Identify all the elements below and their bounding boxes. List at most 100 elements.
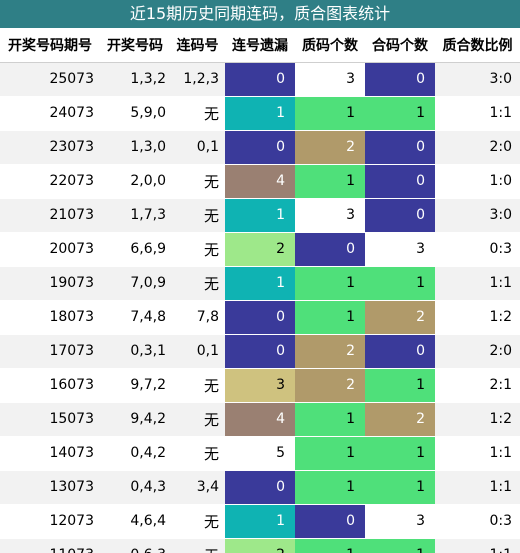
cell-period: 15073: [0, 401, 100, 436]
cell-link: 3,4: [170, 469, 225, 504]
cell-period: 23073: [0, 129, 100, 164]
cell-prime: 3: [295, 61, 365, 96]
cell-ratio: 1:1: [435, 469, 520, 504]
cell-link: 7,8: [170, 299, 225, 334]
cell-miss: 2: [225, 231, 295, 266]
cell-link: 无: [170, 367, 225, 402]
cell-miss: 1: [225, 95, 295, 130]
cell-miss: 5: [225, 435, 295, 470]
cell-link: 无: [170, 401, 225, 436]
cell-period: 22073: [0, 163, 100, 198]
cell-ratio: 1:0: [435, 163, 520, 198]
cell-link: 1,2,3: [170, 61, 225, 96]
cell-prize: 1,7,3: [100, 197, 170, 232]
table-row: 18073 7,4,8 7,8 0 1 2 1:2: [0, 299, 520, 334]
cell-prime: 1: [295, 435, 365, 470]
cell-composite: 1: [365, 95, 435, 130]
table-row: 17073 0,3,1 0,1 0 2 0 2:0: [0, 333, 520, 368]
cell-prize: 6,6,9: [100, 231, 170, 266]
table-row: 22073 2,0,0 无 4 1 0 1:0: [0, 163, 520, 198]
cell-ratio: 3:0: [435, 61, 520, 96]
cell-prime: 1: [295, 95, 365, 130]
cell-ratio: 2:1: [435, 367, 520, 402]
cell-miss: 3: [225, 367, 295, 402]
cell-link: 无: [170, 197, 225, 232]
cell-period: 21073: [0, 197, 100, 232]
cell-ratio: 3:0: [435, 197, 520, 232]
cell-link: 无: [170, 231, 225, 266]
cell-composite: 2: [365, 401, 435, 436]
header-prize: 开奖号码: [100, 28, 170, 63]
cell-prime: 2: [295, 367, 365, 402]
cell-period: 19073: [0, 265, 100, 300]
cell-composite: 3: [365, 503, 435, 538]
cell-prime: 2: [295, 333, 365, 368]
cell-prime: 1: [295, 401, 365, 436]
table-row: 19073 7,0,9 无 1 1 1 1:1: [0, 265, 520, 300]
header-prime: 质码个数: [295, 28, 365, 63]
cell-prize: 7,4,8: [100, 299, 170, 334]
cell-ratio: 1:2: [435, 401, 520, 436]
table-row: 13073 0,4,3 3,4 0 1 1 1:1: [0, 469, 520, 504]
cell-miss: 2: [225, 537, 295, 553]
cell-link: 无: [170, 163, 225, 198]
cell-prime: 3: [295, 197, 365, 232]
cell-prime: 0: [295, 231, 365, 266]
cell-composite: 0: [365, 129, 435, 164]
header-period: 开奖号码期号: [0, 28, 100, 63]
cell-miss: 0: [225, 469, 295, 504]
cell-miss: 1: [225, 503, 295, 538]
table-row: 21073 1,7,3 无 1 3 0 3:0: [0, 197, 520, 232]
cell-link: 无: [170, 503, 225, 538]
cell-prime: 0: [295, 503, 365, 538]
cell-composite: 1: [365, 469, 435, 504]
cell-composite: 1: [365, 367, 435, 402]
cell-composite: 0: [365, 197, 435, 232]
cell-composite: 3: [365, 231, 435, 266]
cell-prize: 0,4,3: [100, 469, 170, 504]
table-title: 近15期历史同期连码，质合图表统计: [0, 0, 520, 28]
cell-prize: 1,3,2: [100, 61, 170, 96]
cell-prize: 4,6,4: [100, 503, 170, 538]
header-ratio: 质合数比例: [435, 28, 520, 63]
cell-prize: 2,0,0: [100, 163, 170, 198]
table-row: 25073 1,3,2 1,2,3 0 3 0 3:0: [0, 61, 520, 96]
cell-period: 17073: [0, 333, 100, 368]
table-row: 14073 0,4,2 无 5 1 1 1:1: [0, 435, 520, 470]
cell-link: 0,1: [170, 333, 225, 368]
cell-ratio: 2:0: [435, 129, 520, 164]
cell-prize: 0,4,2: [100, 435, 170, 470]
cell-period: 16073: [0, 367, 100, 402]
cell-period: 14073: [0, 435, 100, 470]
cell-ratio: 2:0: [435, 333, 520, 368]
cell-composite: 1: [365, 537, 435, 553]
cell-composite: 0: [365, 61, 435, 96]
cell-ratio: 1:1: [435, 265, 520, 300]
cell-prime: 1: [295, 469, 365, 504]
cell-prime: 2: [295, 129, 365, 164]
cell-miss: 1: [225, 197, 295, 232]
cell-composite: 0: [365, 333, 435, 368]
cell-period: 18073: [0, 299, 100, 334]
cell-prime: 1: [295, 265, 365, 300]
table-row: 12073 4,6,4 无 1 0 3 0:3: [0, 503, 520, 538]
cell-ratio: 1:2: [435, 299, 520, 334]
cell-miss: 4: [225, 163, 295, 198]
cell-prize: 9,4,2: [100, 401, 170, 436]
cell-ratio: 1:1: [435, 537, 520, 553]
cell-composite: 2: [365, 299, 435, 334]
cell-prize: 9,7,2: [100, 367, 170, 402]
cell-composite: 1: [365, 435, 435, 470]
cell-ratio: 1:1: [435, 95, 520, 130]
cell-period: 24073: [0, 95, 100, 130]
cell-period: 11073: [0, 537, 100, 553]
cell-link: 无: [170, 95, 225, 130]
header-link: 连码号: [170, 28, 225, 63]
cell-ratio: 1:1: [435, 435, 520, 470]
cell-period: 13073: [0, 469, 100, 504]
cell-miss: 0: [225, 61, 295, 96]
table-body: 25073 1,3,2 1,2,3 0 3 0 3:0 24073 5,9,0 无 1 1 1 1:1 23…: [0, 61, 520, 553]
header-miss: 连号遗漏: [225, 28, 295, 63]
cell-ratio: 0:3: [435, 503, 520, 538]
cell-prize: 0,6,3: [100, 537, 170, 553]
